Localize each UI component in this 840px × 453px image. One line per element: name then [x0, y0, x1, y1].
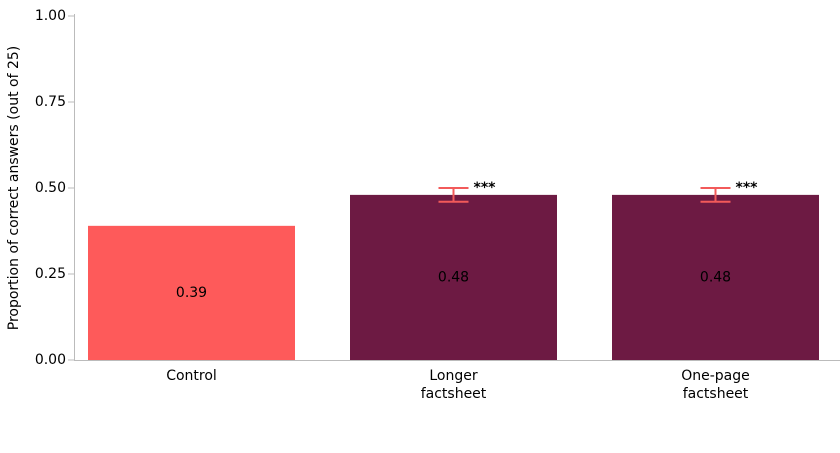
y-tick-label: 0.75 [35, 94, 66, 110]
x-tick-label: Longer factsheet [421, 368, 487, 402]
error-bar [700, 187, 731, 203]
significance-label: *** [736, 180, 759, 196]
data-label: 0.48 [700, 269, 731, 285]
y-tick-label: 0.00 [35, 352, 66, 368]
bar [88, 225, 295, 360]
data-label: 0.48 [438, 269, 469, 285]
y-axis-label: Proportion of correct answers (out of 25… [6, 46, 22, 330]
y-tick-label: 0.25 [35, 266, 66, 282]
data-label: 0.39 [176, 285, 207, 301]
error-bar [438, 187, 469, 203]
y-tick-label: 0.50 [35, 180, 66, 196]
y-tick-label: 1.00 [35, 8, 66, 24]
x-tick-label: Control [166, 368, 217, 384]
bar [612, 194, 819, 360]
bar [350, 194, 557, 360]
significance-label: *** [474, 180, 497, 196]
x-tick-label: One-page factsheet [681, 368, 750, 402]
